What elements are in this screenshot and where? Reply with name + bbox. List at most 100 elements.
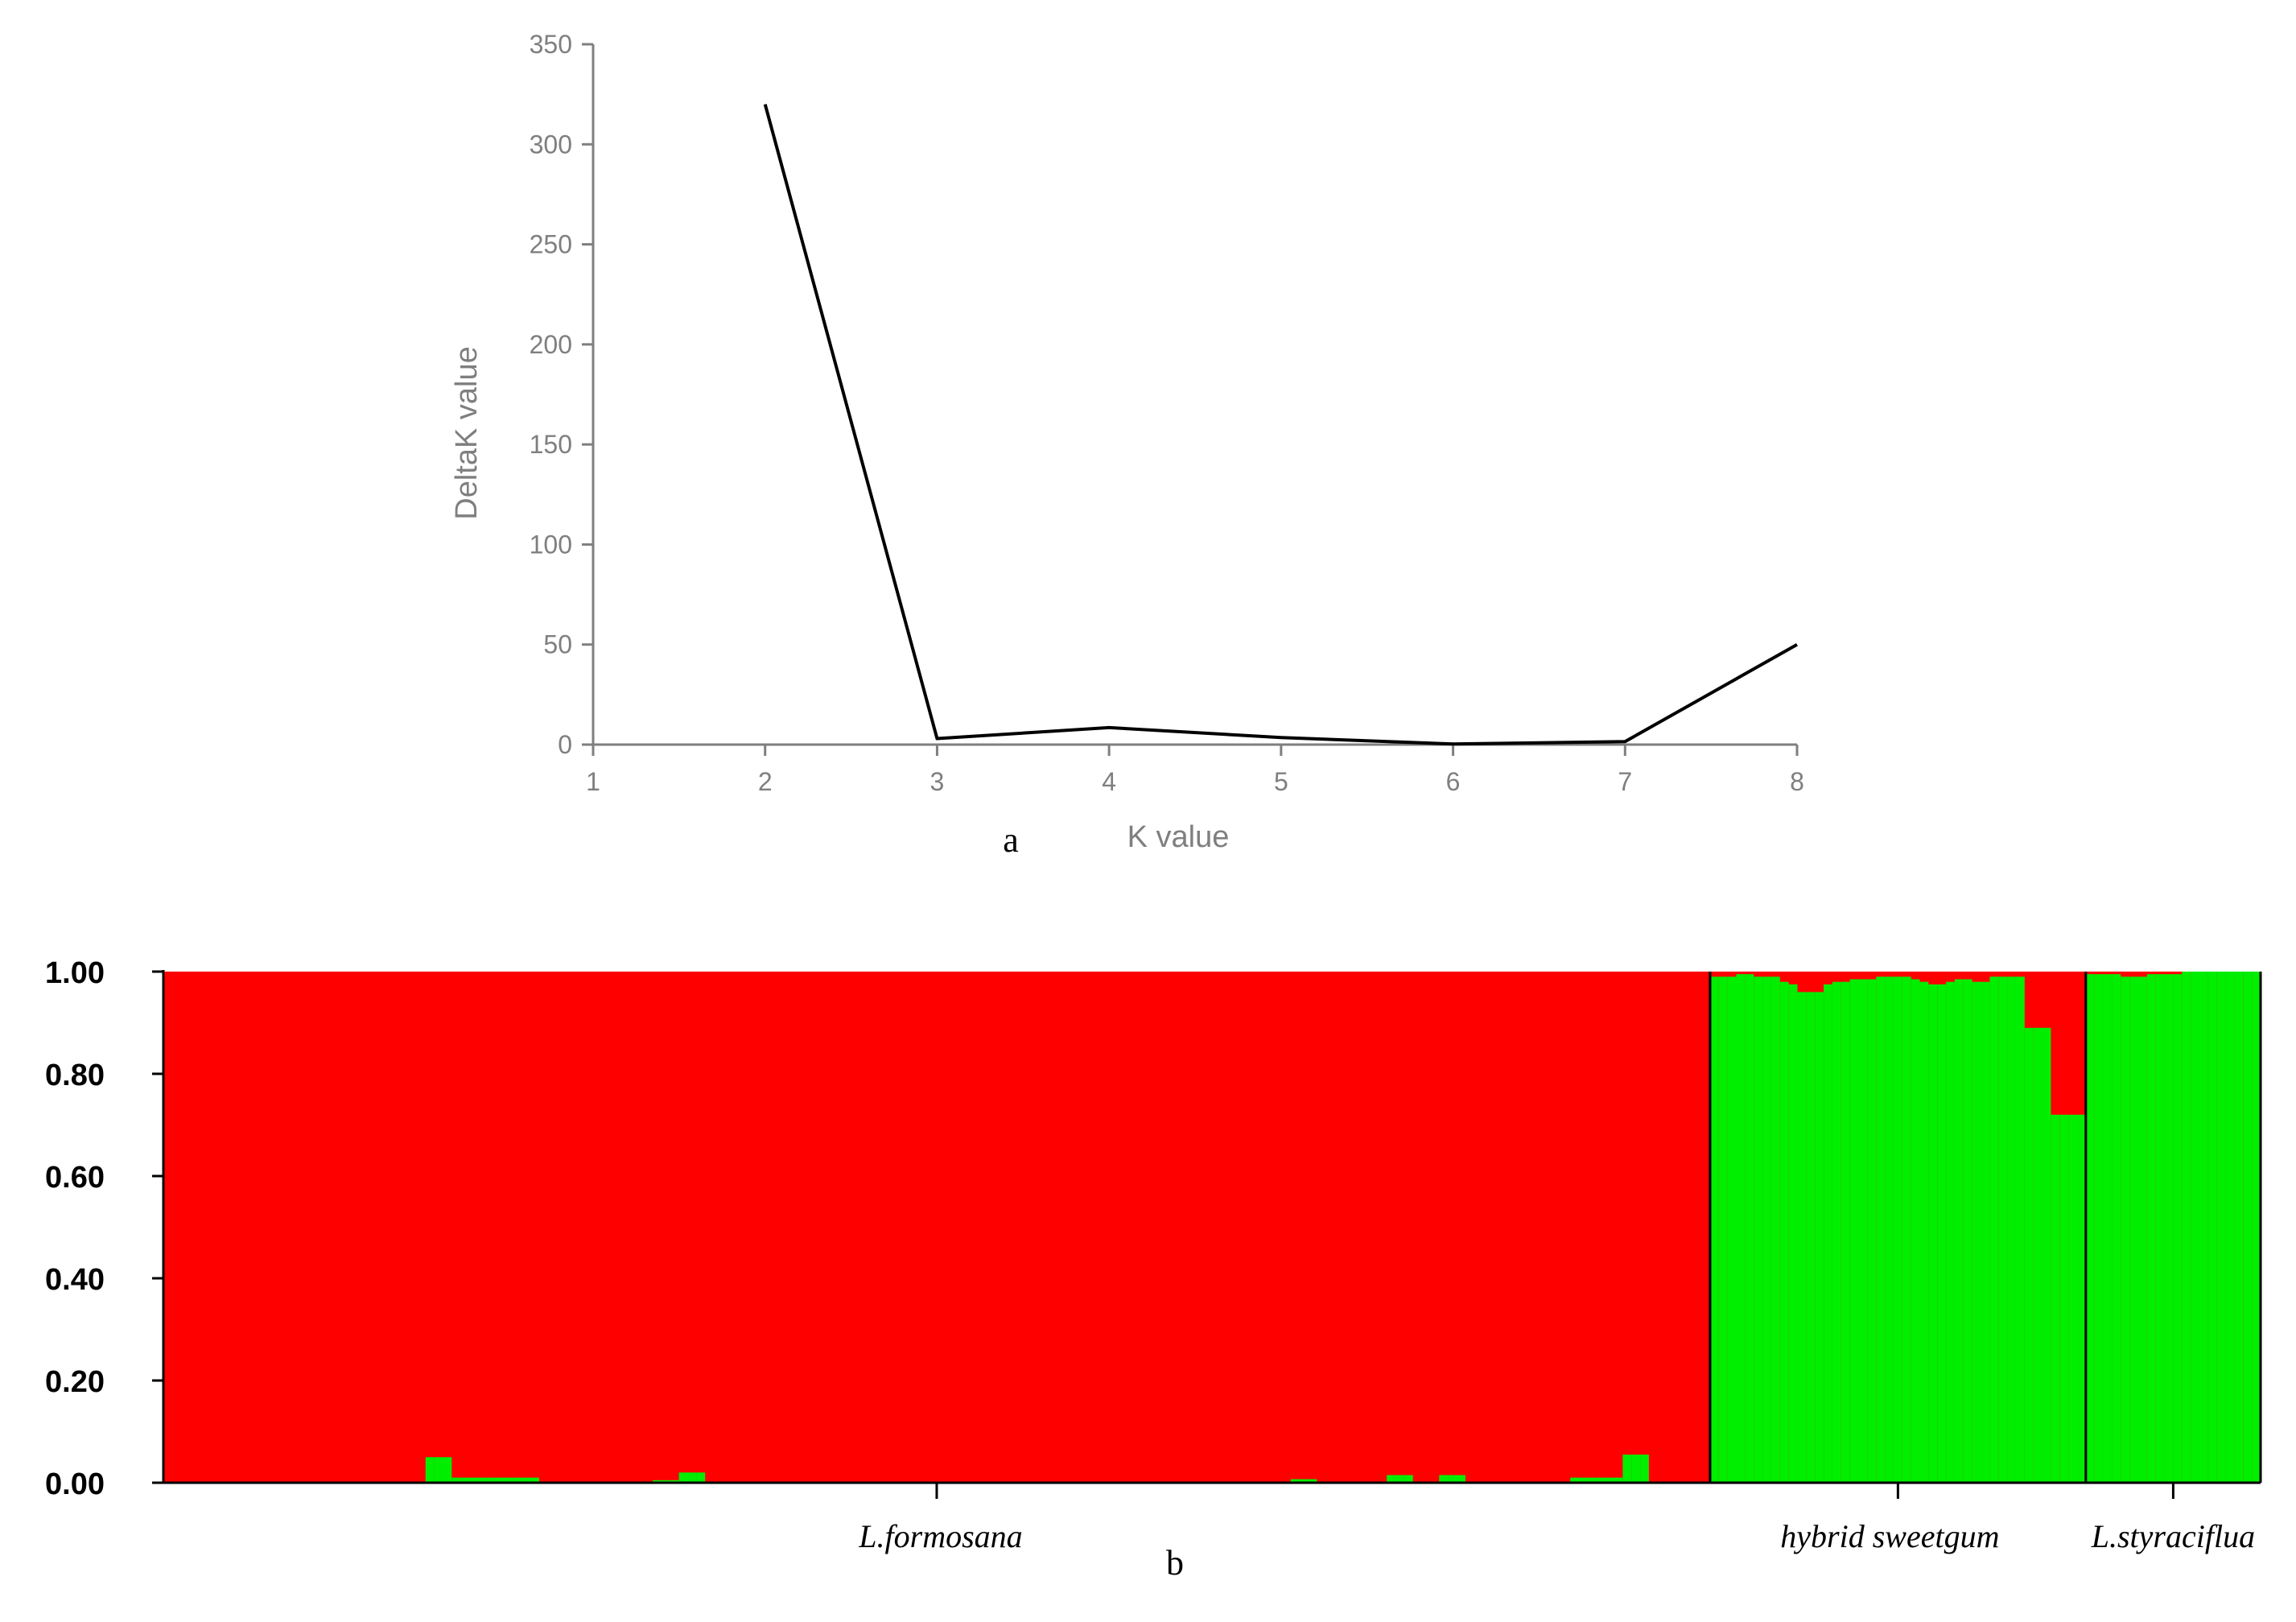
bar-red-segment bbox=[1526, 972, 1536, 1483]
bar-green-segment bbox=[460, 1477, 470, 1483]
bar-green-segment bbox=[1998, 976, 2008, 1483]
bar-red-segment bbox=[1194, 972, 1204, 1483]
bar-red-segment bbox=[1596, 972, 1606, 1483]
bar-green-segment bbox=[2059, 1114, 2069, 1483]
bar-green-segment bbox=[2042, 1027, 2051, 1483]
y-tick-label: 0.00 bbox=[45, 1467, 105, 1501]
bar-red-segment bbox=[198, 972, 208, 1483]
bar-red-segment bbox=[1535, 972, 1545, 1483]
bar-green-segment bbox=[1937, 984, 1947, 1483]
bar-red-segment bbox=[1124, 972, 1134, 1483]
bar-red-segment bbox=[1159, 972, 1169, 1483]
bar-red-segment bbox=[748, 972, 758, 1483]
bar-red-segment bbox=[390, 972, 400, 1483]
group-label: hybrid sweetgum bbox=[1780, 1518, 1999, 1554]
bar-red-segment bbox=[1247, 972, 1256, 1483]
bar-green-segment bbox=[2076, 1114, 2087, 1483]
y-tick-label: 0.80 bbox=[45, 1059, 105, 1092]
bar-red-segment bbox=[608, 972, 619, 1483]
bar-red-segment bbox=[538, 972, 549, 1483]
bar-green-segment bbox=[1457, 1475, 1466, 1483]
bar-red-segment bbox=[216, 972, 225, 1483]
bar-red-segment bbox=[486, 972, 497, 1483]
bar-green-segment bbox=[2033, 1027, 2043, 1483]
bar-red-segment bbox=[1255, 972, 1265, 1483]
bar-red-segment bbox=[958, 972, 968, 1483]
bar-red-segment bbox=[766, 972, 776, 1483]
bar-red-segment bbox=[1098, 972, 1108, 1483]
bar-red-segment bbox=[696, 972, 706, 1483]
bar-red-segment bbox=[416, 972, 427, 1483]
bar-green-segment bbox=[495, 1477, 505, 1483]
x-axis-ticks: 1 2 3 4 5 6 7 8 bbox=[586, 745, 1804, 796]
bar-red-segment bbox=[592, 972, 601, 1483]
bar-red-segment bbox=[740, 972, 750, 1483]
bar-red-segment bbox=[853, 972, 864, 1483]
bar-green-segment bbox=[2146, 974, 2157, 1483]
bar-red-segment bbox=[1142, 972, 1152, 1483]
bar-red-segment bbox=[1666, 972, 1676, 1483]
bar-green-segment bbox=[1631, 1455, 1641, 1483]
bar-red-segment bbox=[547, 972, 558, 1483]
admixture-bars bbox=[163, 972, 2261, 1483]
bar-green-segment bbox=[2024, 1027, 2034, 1483]
y-tick-label: 1.00 bbox=[45, 956, 105, 990]
bar-red-segment bbox=[653, 972, 662, 1483]
bar-red-segment bbox=[1500, 972, 1510, 1483]
group-labels: L.formosana hybrid sweetgum L.styraciflua bbox=[858, 1483, 2255, 1554]
bar-red-segment bbox=[1185, 972, 1195, 1483]
bar-red-segment bbox=[1570, 972, 1580, 1483]
bar-red-segment bbox=[1474, 972, 1484, 1483]
bar-green-segment bbox=[477, 1477, 488, 1483]
bar-red-segment bbox=[180, 972, 191, 1483]
bar-green-segment bbox=[1770, 976, 1781, 1483]
bar-red-segment bbox=[434, 972, 444, 1483]
bar-red-segment bbox=[1317, 972, 1326, 1483]
bar-red-segment bbox=[1412, 972, 1423, 1483]
bar-red-segment bbox=[1369, 972, 1379, 1483]
bar-red-segment bbox=[1675, 972, 1684, 1483]
bar-green-segment bbox=[1736, 974, 1746, 1483]
panel-label-b: b bbox=[1166, 1543, 1184, 1583]
bar-green-segment bbox=[1876, 976, 1886, 1483]
bar-red-segment bbox=[504, 972, 513, 1483]
bar-red-segment bbox=[443, 972, 452, 1483]
bar-green-segment bbox=[1893, 976, 1903, 1483]
bar-green-segment bbox=[1709, 976, 1720, 1483]
bar-green-segment bbox=[530, 1477, 540, 1483]
bar-red-segment bbox=[871, 972, 880, 1483]
bar-green-segment bbox=[1806, 992, 1816, 1483]
bar-red-segment bbox=[897, 972, 907, 1483]
bar-red-segment bbox=[783, 972, 794, 1483]
bar-red-segment bbox=[574, 972, 583, 1483]
bar-red-segment bbox=[207, 972, 216, 1483]
bar-green-segment bbox=[2007, 976, 2017, 1483]
bar-red-segment bbox=[1692, 972, 1702, 1483]
bar-green-segment bbox=[1570, 1477, 1580, 1483]
bar-red-segment bbox=[644, 972, 653, 1483]
bar-green-segment bbox=[1308, 1479, 1317, 1483]
bar-green-segment bbox=[1858, 979, 1868, 1483]
bar-green-segment bbox=[1762, 976, 1772, 1483]
bar-green-segment bbox=[1954, 979, 1964, 1483]
bar-red-segment bbox=[399, 972, 409, 1483]
y-axis-ticks: 0.00 0.20 0.40 0.60 0.80 1.00 bbox=[45, 956, 163, 1501]
bar-red-segment bbox=[286, 972, 295, 1483]
group-label: L.formosana bbox=[858, 1518, 1022, 1554]
bar-red-segment bbox=[1238, 972, 1248, 1483]
bar-red-segment bbox=[862, 972, 872, 1483]
bar-red-segment bbox=[1421, 972, 1432, 1483]
bar-green-segment bbox=[2094, 974, 2104, 1483]
y-axis-label: DeltaK value bbox=[450, 346, 484, 519]
bar-red-segment bbox=[277, 972, 286, 1483]
bar-red-segment bbox=[810, 972, 819, 1483]
bar-red-segment bbox=[171, 972, 182, 1483]
bar-red-segment bbox=[905, 972, 916, 1483]
y-tick-label: 300 bbox=[530, 130, 572, 159]
bar-red-segment bbox=[678, 972, 689, 1483]
bar-red-segment bbox=[250, 972, 261, 1483]
bar-red-segment bbox=[1648, 972, 1659, 1483]
bar-green-segment bbox=[1824, 984, 1833, 1483]
bar-red-segment bbox=[460, 972, 470, 1483]
